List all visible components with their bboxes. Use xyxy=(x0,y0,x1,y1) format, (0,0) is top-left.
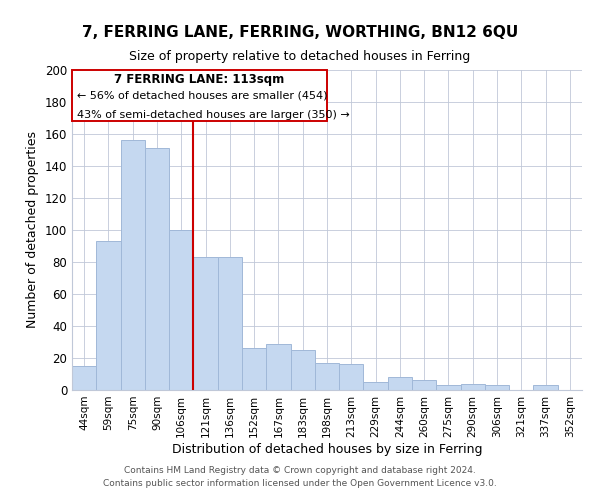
X-axis label: Distribution of detached houses by size in Ferring: Distribution of detached houses by size … xyxy=(172,442,482,456)
Bar xyxy=(533,385,558,390)
Bar xyxy=(193,257,218,390)
Text: Size of property relative to detached houses in Ferring: Size of property relative to detached ho… xyxy=(130,50,470,63)
Bar xyxy=(96,241,121,390)
Bar xyxy=(242,348,266,390)
Text: 7 FERRING LANE: 113sqm: 7 FERRING LANE: 113sqm xyxy=(115,73,284,86)
Text: 43% of semi-detached houses are larger (350) →: 43% of semi-detached houses are larger (… xyxy=(77,110,350,120)
Bar xyxy=(412,380,436,390)
Bar xyxy=(436,385,461,390)
Text: Contains HM Land Registry data © Crown copyright and database right 2024.
Contai: Contains HM Land Registry data © Crown c… xyxy=(103,466,497,487)
Bar xyxy=(364,382,388,390)
Text: 7, FERRING LANE, FERRING, WORTHING, BN12 6QU: 7, FERRING LANE, FERRING, WORTHING, BN12… xyxy=(82,25,518,40)
Bar xyxy=(218,257,242,390)
Bar xyxy=(169,230,193,390)
Bar xyxy=(339,364,364,390)
Bar xyxy=(266,344,290,390)
Bar xyxy=(121,140,145,390)
Text: ← 56% of detached houses are smaller (454): ← 56% of detached houses are smaller (45… xyxy=(77,91,328,101)
Bar xyxy=(461,384,485,390)
Bar xyxy=(485,385,509,390)
Bar xyxy=(290,350,315,390)
Bar xyxy=(388,377,412,390)
Bar xyxy=(315,363,339,390)
Y-axis label: Number of detached properties: Number of detached properties xyxy=(26,132,39,328)
Bar xyxy=(145,148,169,390)
Bar xyxy=(72,366,96,390)
FancyBboxPatch shape xyxy=(72,70,327,121)
